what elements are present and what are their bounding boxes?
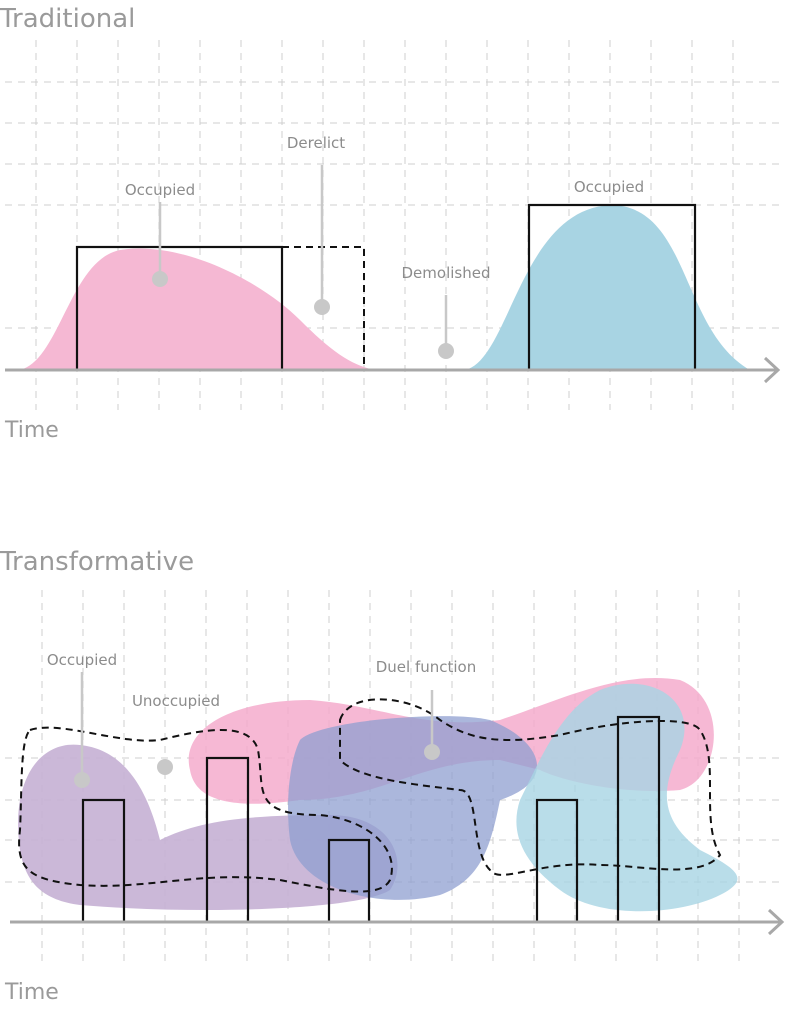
label: Duel function: [376, 658, 477, 676]
occupied-area: [465, 205, 750, 370]
title: Transformative: [0, 547, 194, 577]
marker: [157, 759, 173, 775]
label: Demolished: [402, 264, 491, 282]
label: Unoccupied: [132, 692, 220, 710]
outline: [18, 726, 393, 893]
marker: [424, 744, 440, 760]
label: Derelict: [287, 134, 345, 152]
time-axis: [5, 356, 781, 384]
marker: [438, 343, 454, 359]
marker: [152, 271, 168, 287]
occupied-area: [20, 248, 375, 370]
label: Occupied: [47, 651, 117, 669]
time-axis: [10, 908, 785, 936]
blob: [516, 683, 738, 912]
blob: [288, 716, 538, 900]
label: Occupied: [125, 181, 195, 199]
marker: [74, 772, 90, 788]
label: Occupied: [574, 178, 644, 196]
outline: [339, 698, 722, 876]
marker: [314, 299, 330, 315]
title: Traditional: [0, 4, 135, 34]
axis-label: Time: [4, 418, 59, 443]
axis-label: Time: [4, 980, 59, 1005]
